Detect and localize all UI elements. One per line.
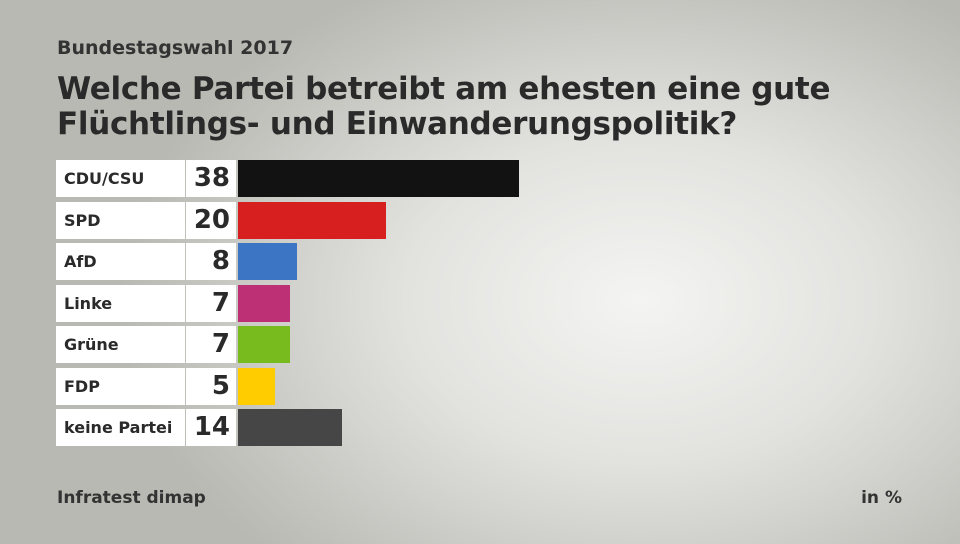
chart-title: Welche Partei betreibt am ehesten eine g… xyxy=(57,72,830,142)
source-label: Infratest dimap xyxy=(57,488,206,508)
value-label: 20 xyxy=(186,201,236,239)
category-label: Grüne xyxy=(56,326,185,363)
unit-label: in % xyxy=(861,488,902,508)
chart-title-text: Welche Partei betreibt am ehesten eine g… xyxy=(57,71,831,142)
value-label: 5 xyxy=(186,367,236,405)
value-label: 38 xyxy=(186,160,236,197)
chart-subtitle: Bundestagswahl 2017 xyxy=(57,37,294,59)
bar xyxy=(238,367,275,405)
value-label: 7 xyxy=(186,326,236,363)
bar xyxy=(238,326,290,363)
bar xyxy=(238,160,519,197)
category-label: AfD xyxy=(56,243,185,280)
bar xyxy=(238,409,342,446)
category-label: Linke xyxy=(56,284,185,322)
category-label: CDU/CSU xyxy=(56,160,185,197)
category-label: FDP xyxy=(56,367,185,405)
category-label: SPD xyxy=(56,201,185,239)
bar xyxy=(238,284,290,322)
bar xyxy=(238,201,386,239)
value-label: 8 xyxy=(186,243,236,280)
bar xyxy=(238,243,298,280)
value-label: 7 xyxy=(186,284,236,322)
value-label: 14 xyxy=(186,409,236,446)
category-label: keine Partei xyxy=(56,409,185,446)
